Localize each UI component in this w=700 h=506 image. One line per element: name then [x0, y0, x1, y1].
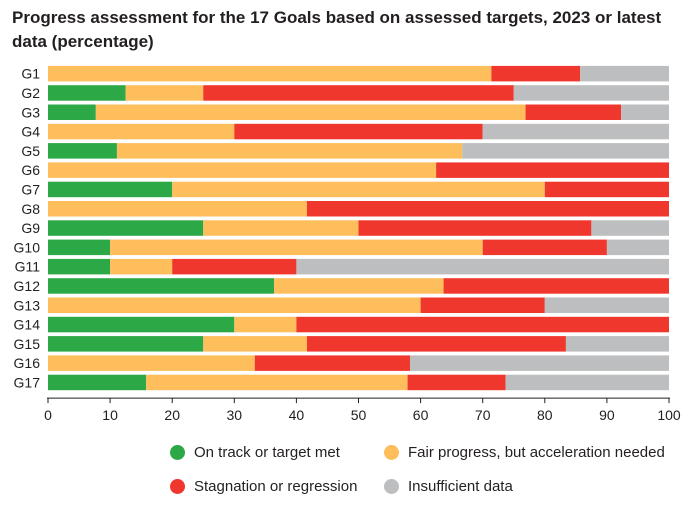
bar-segment-g13-series-4 [544, 297, 669, 313]
bar-segment-g13-series-2 [48, 297, 421, 313]
y-tick-label-g10: G10 [14, 239, 41, 255]
y-tick-label-g9: G9 [21, 220, 40, 236]
x-tick-label-80: 80 [537, 407, 553, 423]
legend-label-fair-progress: Fair progress, but acceleration needed [408, 444, 665, 461]
x-tick-label-60: 60 [413, 407, 429, 423]
legend-swatch-stagnation [170, 479, 185, 494]
bar-segment-g10-series-3 [482, 239, 607, 256]
y-tick-label-g11: G11 [15, 259, 41, 275]
x-tick-label-100: 100 [657, 407, 681, 423]
bar-segment-g2-series-4 [513, 85, 669, 101]
bar-segment-g15-series-1 [48, 336, 204, 352]
bar-segment-g16-series-4 [410, 355, 669, 371]
legend-item-on-track: On track or target met [170, 444, 340, 461]
bar-segment-g6-series-2 [48, 162, 437, 178]
y-tick-label-g16: G16 [14, 355, 41, 371]
legend-label-insufficient: Insufficient data [408, 478, 513, 495]
y-tick-label-g8: G8 [21, 201, 40, 217]
bar-segment-g15-series-4 [565, 336, 669, 352]
bar-segment-g14-series-3 [296, 316, 669, 333]
bar-segment-g7-series-3 [544, 181, 669, 198]
bar-segment-g17-series-4 [505, 374, 669, 391]
legend-swatch-insufficient [384, 479, 399, 494]
bar-segment-g9-series-1 [48, 220, 204, 236]
legend-item-fair-progress: Fair progress, but acceleration needed [384, 444, 665, 461]
legend: On track or target met Fair progress, bu… [0, 436, 700, 506]
bar-segment-g16-series-3 [254, 355, 411, 371]
bar-segment-g1-series-3 [491, 65, 581, 82]
bar-segment-g14-series-2 [234, 316, 297, 333]
bar-segment-g11-series-1 [48, 258, 111, 275]
legend-label-stagnation: Stagnation or regression [194, 478, 358, 495]
bar-segment-g5-series-1 [48, 143, 117, 159]
chart-title: Progress assessment for the 17 Goals bas… [12, 8, 662, 51]
bar-segment-g3-series-4 [621, 104, 669, 120]
y-tick-label-g15: G15 [14, 336, 41, 352]
bar-segment-g17-series-2 [146, 374, 408, 391]
legend-item-insufficient: Insufficient data [384, 478, 513, 495]
bar-segment-g3-series-3 [525, 104, 622, 120]
bar-segment-g10-series-2 [110, 239, 483, 256]
bar-segment-g4-series-2 [48, 123, 235, 140]
bar-segment-g2-series-1 [48, 85, 126, 101]
bar-chart: G1 G2 G3 G4 G5 G6 G7 G8 G9 G10 G11 G12 G13 G14 G15 G16 G… [14, 65, 681, 423]
legend-swatch-fair-progress [384, 445, 399, 460]
x-tick-label-70: 70 [475, 407, 491, 423]
bar-segment-g4-series-4 [482, 123, 669, 140]
bar-segment-g17-series-1 [48, 374, 147, 391]
y-tick-label-g4: G4 [21, 124, 40, 140]
bar-segment-g10-series-1 [48, 239, 111, 256]
bar-segment-g6-series-3 [436, 162, 669, 178]
bar-segment-g11-series-4 [296, 258, 669, 275]
y-tick-label-g1: G1 [21, 66, 40, 82]
bar-segment-g4-series-3 [234, 123, 483, 140]
x-tick-label-10: 10 [102, 407, 118, 423]
y-tick-label-g2: G2 [21, 85, 40, 101]
x-tick-label-50: 50 [351, 407, 367, 423]
bar-segment-g13-series-3 [420, 297, 545, 313]
legend-swatch-on-track [170, 445, 185, 460]
y-tick-label-g14: G14 [14, 317, 41, 333]
bar-segment-g9-series-3 [358, 220, 592, 236]
x-tick-label-20: 20 [164, 407, 180, 423]
legend-label-on-track: On track or target met [194, 444, 340, 461]
bar-segment-g9-series-4 [591, 220, 669, 236]
y-tick-label-g13: G13 [14, 297, 41, 313]
y-tick-label-g5: G5 [21, 143, 40, 159]
bar-segment-g3-series-2 [95, 104, 526, 120]
bar-segment-g3-series-1 [48, 104, 96, 120]
x-tick-label-40: 40 [289, 407, 305, 423]
bar-segment-g5-series-2 [116, 143, 463, 159]
bar-segment-g9-series-2 [203, 220, 359, 236]
bar-segment-g10-series-4 [606, 239, 669, 256]
bar-segment-g2-series-2 [125, 85, 204, 101]
bar-segment-g1-series-4 [580, 65, 669, 82]
bar-segment-g11-series-3 [172, 258, 297, 275]
bar-segment-g7-series-1 [48, 181, 173, 198]
bar-segment-g12-series-3 [443, 278, 669, 294]
bar-segment-g12-series-1 [48, 278, 275, 294]
y-tick-label-g12: G12 [14, 278, 41, 294]
bar-segment-g7-series-2 [172, 181, 545, 198]
bar-segment-g12-series-2 [274, 278, 444, 294]
bar-segment-g2-series-3 [203, 85, 514, 101]
y-tick-label-g7: G7 [21, 181, 40, 197]
bar-segment-g8-series-3 [306, 201, 669, 217]
bar-segment-g5-series-4 [462, 143, 669, 159]
x-tick-label-90: 90 [599, 407, 615, 423]
bar-segment-g17-series-3 [407, 374, 506, 391]
x-tick-label-30: 30 [227, 407, 243, 423]
bar-segment-g11-series-2 [110, 258, 173, 275]
x-tick-label-0: 0 [44, 407, 52, 423]
bar-segment-g15-series-2 [203, 336, 307, 352]
y-tick-label-g3: G3 [21, 104, 40, 120]
bar-segment-g1-series-2 [48, 65, 492, 82]
y-tick-label-g6: G6 [21, 162, 40, 178]
bar-segment-g16-series-2 [48, 355, 255, 371]
legend-item-stagnation: Stagnation or regression [170, 478, 357, 495]
bar-segment-g15-series-3 [306, 336, 566, 352]
bar-segment-g14-series-1 [48, 316, 235, 333]
y-tick-label-g17: G17 [14, 374, 41, 390]
bar-segment-g8-series-2 [48, 201, 307, 217]
